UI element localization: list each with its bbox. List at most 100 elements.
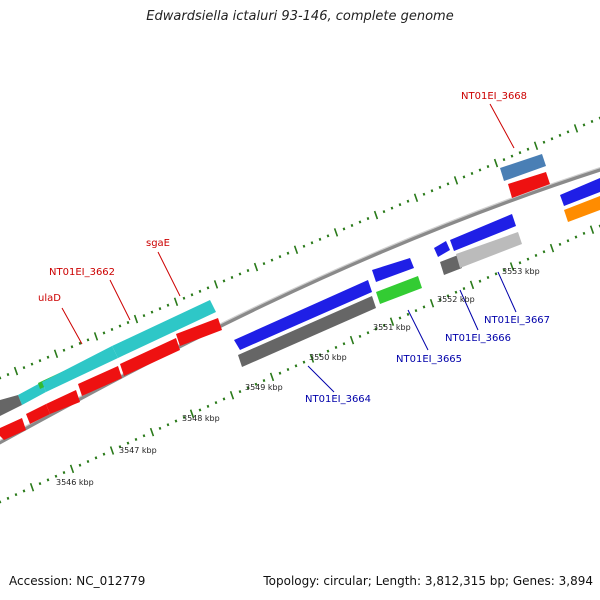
kbp-label: 3546 kbp	[56, 478, 94, 487]
major-tick	[229, 391, 235, 400]
gene-label-3665: NT01EI_3665	[396, 354, 462, 365]
major-tick	[133, 314, 139, 324]
minor-tick	[398, 316, 402, 320]
major-tick	[573, 124, 579, 133]
minor-tick	[246, 386, 250, 390]
minor-tick	[390, 206, 394, 210]
major-tick	[189, 409, 195, 418]
minor-tick	[398, 203, 402, 207]
gene-red-4[interactable]	[78, 366, 122, 396]
page-title: Edwardsiella ictaluri 93-146, complete g…	[146, 9, 454, 24]
minor-tick	[230, 275, 234, 279]
gene-blue-right[interactable]	[560, 178, 600, 206]
minor-tick	[382, 323, 386, 327]
gene-blue-3664[interactable]	[234, 280, 372, 350]
minor-tick	[222, 279, 226, 283]
minor-tick	[526, 147, 530, 151]
kbp-label: 3551 kbp	[373, 323, 411, 332]
genome-backbone-highlight	[0, 167, 600, 441]
callout-3664	[307, 365, 335, 393]
minor-tick	[142, 314, 146, 318]
minor-tick	[278, 371, 282, 375]
minor-tick	[518, 261, 522, 265]
minor-tick	[350, 223, 354, 227]
gene-cyan-2[interactable]	[42, 346, 118, 392]
kbp-label: 3547 kbp	[119, 446, 157, 455]
minor-tick	[566, 239, 570, 243]
minor-tick	[574, 235, 578, 239]
gene-label-3664: NT01EI_3664	[305, 394, 371, 405]
minor-tick	[486, 165, 490, 169]
major-tick	[389, 317, 395, 326]
minor-tick	[414, 309, 418, 313]
gene-red-5[interactable]	[120, 338, 180, 376]
minor-tick	[470, 171, 474, 175]
gene-orange-right[interactable]	[564, 196, 600, 222]
minor-tick	[110, 327, 114, 331]
minor-tick	[46, 478, 50, 482]
major-tick	[429, 299, 435, 308]
gene-lightgrey-3667b[interactable]	[456, 232, 522, 268]
minor-tick	[190, 293, 194, 297]
kbp-label: 3549 kbp	[245, 383, 283, 392]
minor-tick	[62, 348, 66, 352]
gene-features	[0, 154, 600, 440]
minor-tick	[182, 415, 186, 419]
gene-red-3668[interactable]	[508, 172, 550, 198]
gene-green-3665[interactable]	[376, 276, 422, 304]
gene-label-3667: NT01EI_3667	[484, 315, 550, 326]
minor-tick	[486, 275, 490, 280]
minor-tick	[382, 210, 386, 214]
gene-blue-small[interactable]	[434, 241, 450, 257]
minor-tick	[582, 123, 586, 127]
gene-label-3662: NT01EI_3662	[49, 267, 115, 278]
gene-cyan-1[interactable]	[18, 382, 46, 405]
minor-tick	[46, 355, 50, 359]
minor-tick	[78, 463, 82, 467]
gene-label-3666: NT01EI_3666	[445, 333, 511, 344]
gene-red-3[interactable]	[46, 390, 80, 414]
major-tick	[349, 335, 355, 345]
minor-tick	[494, 272, 498, 276]
minor-tick	[318, 237, 322, 241]
callout-3662	[109, 279, 131, 321]
kbp-label: 3553 kbp	[502, 267, 540, 276]
minor-tick	[214, 401, 218, 405]
gene-red-2[interactable]	[26, 404, 50, 424]
major-tick	[453, 176, 459, 185]
minor-tick	[142, 434, 146, 438]
gene-blue-3665[interactable]	[372, 258, 414, 282]
minor-tick	[150, 310, 154, 314]
minor-tick	[462, 287, 466, 291]
gene-red-1[interactable]	[0, 418, 26, 440]
minor-tick	[54, 474, 58, 478]
callout-3666	[459, 289, 479, 331]
gene-label-sgaE: sgaE	[146, 238, 170, 249]
minor-tick	[174, 419, 178, 423]
minor-tick	[534, 253, 538, 257]
minor-tick	[310, 241, 314, 245]
minor-tick	[222, 397, 226, 401]
minor-tick	[558, 242, 562, 246]
gene-grey-3664[interactable]	[238, 296, 376, 367]
minor-tick	[542, 140, 546, 144]
gene-steelblue-3668[interactable]	[500, 154, 546, 181]
minor-tick	[22, 366, 26, 370]
minor-tick	[198, 408, 202, 412]
minor-tick	[6, 496, 10, 500]
gene-grey-3667a[interactable]	[440, 255, 462, 275]
gene-blue-3666[interactable]	[450, 214, 516, 251]
major-tick	[269, 372, 275, 382]
gene-grey-left[interactable]	[0, 395, 22, 416]
major-tick	[213, 280, 219, 289]
minor-tick	[502, 158, 506, 162]
gene-cyan-3[interactable]	[112, 300, 216, 358]
minor-tick	[446, 182, 450, 186]
minor-tick	[70, 345, 74, 349]
minor-tick	[446, 294, 450, 298]
gene-red-6[interactable]	[176, 318, 222, 346]
minor-tick	[198, 289, 202, 293]
minor-tick	[102, 452, 106, 456]
major-tick	[29, 483, 35, 492]
